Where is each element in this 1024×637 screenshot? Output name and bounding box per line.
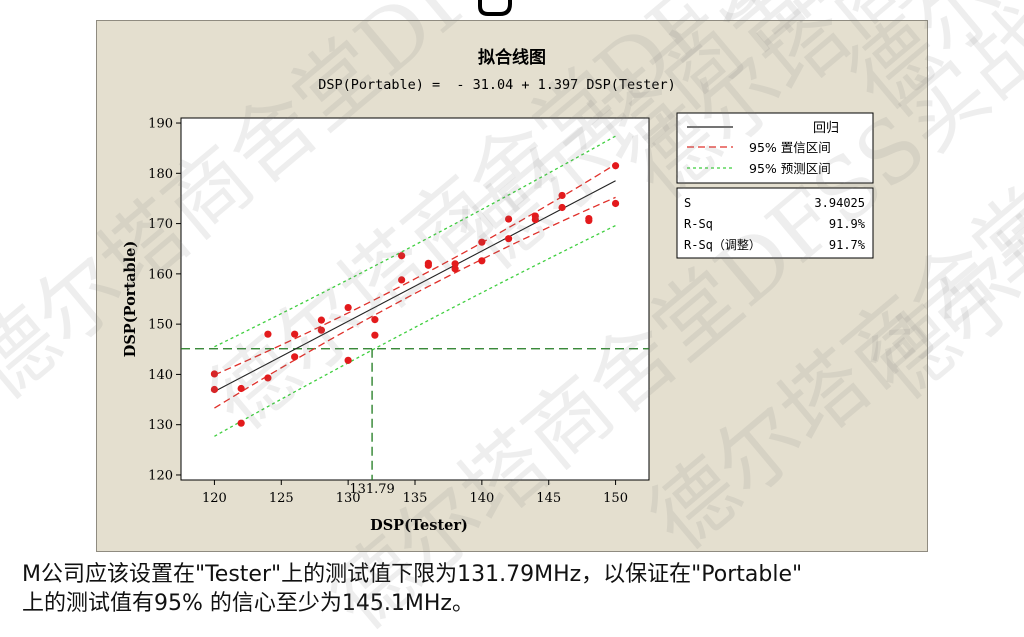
plot-layer	[181, 135, 649, 480]
stat-s-label: S	[684, 196, 691, 210]
data-point	[317, 316, 325, 324]
y-tick-label: 150	[148, 318, 173, 333]
page-top-fragment	[0, 0, 1024, 20]
data-point	[237, 419, 245, 427]
fitted-line-plot: 拟合线图 DSP(Portable) = - 31.04 + 1.397 DSP…	[122, 47, 874, 534]
legend-prediction-label: 95% 预测区间	[749, 161, 831, 176]
data-point	[505, 215, 513, 223]
chart-title: 拟合线图	[478, 47, 546, 68]
data-point	[344, 303, 352, 312]
data-point	[291, 353, 299, 361]
data-point	[371, 331, 379, 339]
data-point	[344, 356, 352, 364]
data-point	[505, 235, 513, 243]
y-tick-label: 170	[148, 217, 173, 232]
caption-line-1: M公司应该设置在"Tester"上的测试值下限为131.79MHz，以保证在"P…	[22, 562, 803, 587]
prediction-band-lower	[214, 224, 616, 437]
x-tick-label: 125	[269, 491, 294, 506]
x-tick-label: 150	[603, 491, 628, 506]
data-point	[371, 316, 379, 324]
data-point	[210, 385, 219, 394]
x-tick-label: 145	[536, 491, 561, 506]
data-point	[531, 215, 539, 224]
minitab-graph-window: 拟合线图 DSP(Portable) = - 31.04 + 1.397 DSP…	[96, 20, 928, 552]
prediction-band-upper	[214, 135, 616, 348]
plot-area	[180, 117, 650, 481]
stat-rsq-adj-label: R-Sq（调整）	[684, 237, 761, 252]
y-tick-label: 130	[148, 418, 173, 433]
data-point	[451, 260, 459, 268]
confidence-band-lower	[214, 196, 616, 409]
stat-rsq-adj-value: 91.7%	[829, 238, 866, 252]
data-point	[478, 257, 486, 265]
regression-equation: DSP(Portable) = - 31.04 + 1.397 DSP(Test…	[318, 77, 676, 93]
stat-s-value: 3.94025	[814, 196, 865, 210]
title-fragment-glyph	[478, 0, 512, 16]
data-point	[611, 199, 620, 208]
axis-layer: 120 125 130 135 140 145 150 120 130 140 150 160 170 1…	[148, 117, 628, 506]
y-tick-label: 120	[148, 468, 173, 483]
data-point	[210, 370, 219, 378]
y-tick-label: 160	[148, 267, 173, 282]
regression-line	[214, 180, 616, 392]
x-tick-label: 130	[336, 491, 361, 506]
x-tick-label: 135	[403, 491, 428, 506]
legend-confidence-label: 95% 置信区间	[749, 140, 831, 155]
legend-regression-label: 回归	[813, 121, 839, 136]
data-point	[264, 374, 272, 382]
y-tick-label: 190	[148, 117, 173, 132]
data-point	[291, 330, 299, 338]
data-point	[451, 265, 459, 273]
data-point	[398, 252, 406, 260]
x-tick-label: 120	[202, 491, 227, 506]
x-tick-label: 140	[469, 491, 494, 506]
reference-x-label: 131.79	[349, 482, 395, 497]
confidence-band-upper	[214, 163, 616, 376]
y-tick-label: 180	[148, 167, 173, 182]
y-axis-label: DSP(Portable)	[122, 241, 139, 357]
data-point	[317, 326, 325, 334]
stats-box: S 3.94025 R-Sq 91.9% R-Sq（调整） 91.7%	[676, 187, 874, 259]
caption-line-2: 上的测试值有95% 的信心至少为145.1MHz。	[22, 591, 474, 616]
data-point	[478, 238, 486, 246]
data-point	[558, 203, 566, 212]
stat-rsq-value: 91.9%	[829, 217, 866, 231]
data-point	[611, 162, 620, 170]
conclusion-caption: M公司应该设置在"Tester"上的测试值下限为131.79MHz，以保证在"P…	[22, 560, 1012, 618]
data-point	[398, 276, 406, 284]
x-axis-label: DSP(Tester)	[370, 517, 468, 534]
data-point	[237, 384, 245, 393]
data-point	[264, 330, 272, 338]
stat-rsq-label: R-Sq	[684, 217, 713, 231]
data-point	[585, 216, 593, 225]
legend-box: 回归 95% 置信区间 95% 预测区间	[676, 112, 874, 184]
data-point	[558, 191, 566, 200]
data-point	[424, 261, 432, 269]
y-tick-label: 140	[148, 368, 173, 383]
